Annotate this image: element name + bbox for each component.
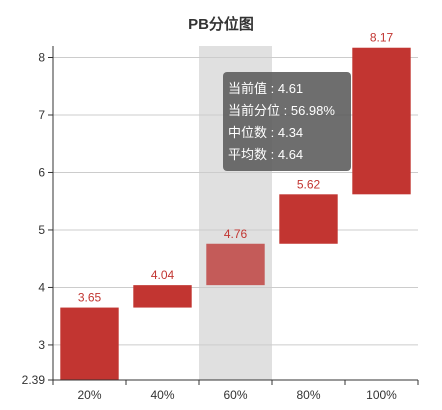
bar-value-label: 4.04 xyxy=(151,268,175,282)
bar-value-label: 4.76 xyxy=(224,227,248,241)
bar xyxy=(60,307,119,380)
chart-title: PB分位图 xyxy=(188,15,254,33)
tooltip: 当前值 : 4.61 当前分位 : 56.98% 中位数 : 4.34 平均数 … xyxy=(223,72,351,171)
bar-value-label: 5.62 xyxy=(297,177,321,191)
tooltip-row-mean: 平均数 : 4.64 xyxy=(228,147,304,162)
y-tick-label: 6 xyxy=(38,165,45,179)
bar xyxy=(133,285,192,308)
x-tick-label: 80% xyxy=(296,388,320,402)
tooltip-row-median: 中位数 : 4.34 xyxy=(228,125,304,140)
y-tick-label: 5 xyxy=(38,223,45,237)
bar-value-label: 3.65 xyxy=(78,291,102,305)
tooltip-label: 当前值 xyxy=(228,81,268,96)
x-tick-label: 40% xyxy=(150,388,174,402)
tooltip-value: 56.98% xyxy=(290,103,335,118)
bar xyxy=(352,47,411,195)
x-tick-label: 20% xyxy=(77,388,101,402)
tooltip-value: 4.64 xyxy=(277,147,304,162)
tooltip-row-current-percentile: 当前分位 : 56.98% xyxy=(228,103,335,118)
tooltip-label: 中位数 xyxy=(228,125,268,140)
tooltip-row-current-value: 当前值 : 4.61 xyxy=(228,81,304,96)
bar-value-label: 8.17 xyxy=(370,31,394,45)
tooltip-value: 4.61 xyxy=(277,81,304,96)
x-tick-label: 100% xyxy=(366,388,397,402)
x-tick-label: 60% xyxy=(223,388,247,402)
tooltip-label: 平均数 xyxy=(228,147,268,162)
y-tick-label: 3 xyxy=(38,338,45,352)
y-tick-label: 7 xyxy=(38,108,45,122)
y-tick-label: 2.39 xyxy=(22,373,46,387)
bar xyxy=(279,194,338,244)
tooltip-value: 4.34 xyxy=(277,125,304,140)
tooltip-label: 当前分位 xyxy=(228,103,281,118)
y-tick-label: 8 xyxy=(38,50,45,64)
bar xyxy=(206,243,265,286)
y-tick-label: 4 xyxy=(38,280,45,294)
